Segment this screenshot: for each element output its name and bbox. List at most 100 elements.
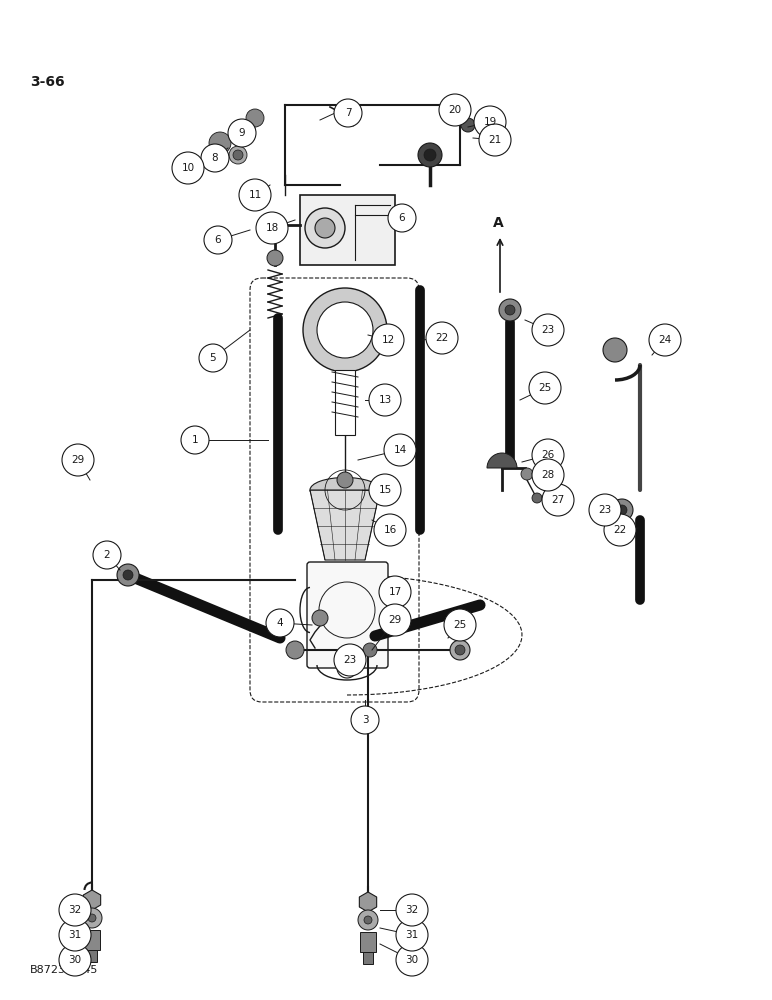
Circle shape xyxy=(334,644,366,676)
Circle shape xyxy=(499,299,521,321)
Text: 14: 14 xyxy=(394,445,407,455)
Text: B872348-45: B872348-45 xyxy=(30,965,98,975)
Text: 6: 6 xyxy=(215,235,222,245)
FancyBboxPatch shape xyxy=(307,562,388,668)
Text: 11: 11 xyxy=(249,190,262,200)
Circle shape xyxy=(172,152,204,184)
Text: 27: 27 xyxy=(551,495,564,505)
Ellipse shape xyxy=(310,478,380,502)
Text: 19: 19 xyxy=(483,117,496,127)
Text: 3: 3 xyxy=(362,715,368,725)
Circle shape xyxy=(532,459,564,491)
Text: 18: 18 xyxy=(266,223,279,233)
Circle shape xyxy=(455,645,465,655)
Circle shape xyxy=(396,944,428,976)
Circle shape xyxy=(505,305,515,315)
Circle shape xyxy=(59,944,91,976)
Circle shape xyxy=(384,434,416,466)
Circle shape xyxy=(239,179,271,211)
Circle shape xyxy=(532,314,564,346)
Text: 29: 29 xyxy=(388,615,401,625)
Text: 13: 13 xyxy=(378,395,391,405)
Bar xyxy=(87,950,97,962)
Text: 15: 15 xyxy=(378,485,391,495)
Text: 1: 1 xyxy=(191,435,198,445)
Circle shape xyxy=(358,910,378,930)
Circle shape xyxy=(649,324,681,356)
Text: 24: 24 xyxy=(659,335,672,345)
Circle shape xyxy=(266,609,294,637)
Bar xyxy=(363,952,373,964)
Text: 9: 9 xyxy=(239,128,245,138)
Circle shape xyxy=(62,444,94,476)
Circle shape xyxy=(233,150,243,160)
Circle shape xyxy=(589,494,621,526)
Circle shape xyxy=(461,118,475,132)
Circle shape xyxy=(334,99,362,127)
Circle shape xyxy=(379,604,411,636)
Text: 31: 31 xyxy=(405,930,418,940)
Text: 6: 6 xyxy=(398,213,405,223)
Circle shape xyxy=(444,609,476,641)
Text: 10: 10 xyxy=(181,163,195,173)
Circle shape xyxy=(317,302,373,358)
Circle shape xyxy=(418,143,442,167)
Circle shape xyxy=(369,474,401,506)
Circle shape xyxy=(123,570,133,580)
Circle shape xyxy=(230,120,250,140)
Circle shape xyxy=(303,288,387,372)
Circle shape xyxy=(315,218,335,238)
Circle shape xyxy=(604,514,636,546)
Circle shape xyxy=(204,226,232,254)
Circle shape xyxy=(369,384,401,416)
Circle shape xyxy=(521,468,533,480)
Text: 22: 22 xyxy=(435,333,449,343)
Circle shape xyxy=(363,643,377,657)
Circle shape xyxy=(396,894,428,926)
Text: 4: 4 xyxy=(276,618,283,628)
Circle shape xyxy=(396,919,428,951)
Circle shape xyxy=(228,119,256,147)
Text: 3-66: 3-66 xyxy=(30,75,65,89)
Bar xyxy=(84,930,100,950)
Circle shape xyxy=(529,372,561,404)
Bar xyxy=(335,370,355,435)
Circle shape xyxy=(532,493,542,503)
Text: 2: 2 xyxy=(103,550,110,560)
Text: 16: 16 xyxy=(384,525,397,535)
Circle shape xyxy=(337,472,353,488)
Circle shape xyxy=(611,499,633,521)
Polygon shape xyxy=(83,890,100,910)
Circle shape xyxy=(59,919,91,951)
Bar xyxy=(300,195,395,265)
Circle shape xyxy=(181,426,209,454)
Text: 32: 32 xyxy=(69,905,82,915)
Circle shape xyxy=(267,250,283,266)
Text: 26: 26 xyxy=(541,450,554,460)
Circle shape xyxy=(439,94,471,126)
Circle shape xyxy=(442,100,462,120)
Circle shape xyxy=(474,106,506,138)
Polygon shape xyxy=(359,892,377,912)
Text: 21: 21 xyxy=(489,135,502,145)
Text: 23: 23 xyxy=(598,505,611,515)
Circle shape xyxy=(479,124,511,156)
Circle shape xyxy=(209,132,231,154)
Circle shape xyxy=(117,564,139,586)
Circle shape xyxy=(388,204,416,232)
Text: 23: 23 xyxy=(541,325,554,335)
Text: A: A xyxy=(493,216,503,230)
Text: 23: 23 xyxy=(344,655,357,665)
Circle shape xyxy=(372,324,404,356)
Circle shape xyxy=(424,149,436,161)
Polygon shape xyxy=(310,490,380,560)
Circle shape xyxy=(88,914,96,922)
Text: 20: 20 xyxy=(449,105,462,115)
Text: 12: 12 xyxy=(381,335,394,345)
Circle shape xyxy=(93,541,121,569)
Circle shape xyxy=(312,610,328,626)
Circle shape xyxy=(229,146,247,164)
Circle shape xyxy=(286,641,304,659)
Circle shape xyxy=(374,514,406,546)
Text: 22: 22 xyxy=(614,525,627,535)
